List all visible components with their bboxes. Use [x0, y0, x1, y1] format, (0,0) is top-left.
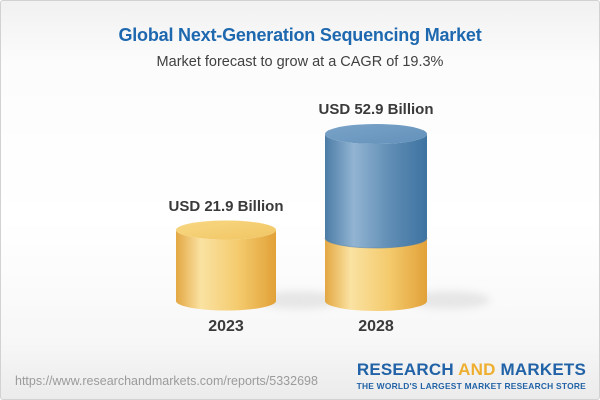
bar-2028-growth-segment — [325, 134, 427, 248]
logo-word-research: RESEARCH — [356, 360, 454, 380]
bar-2028-cylinder — [324, 124, 428, 311]
bar-2023-body — [176, 230, 276, 311]
chart-subtitle: Market forecast to grow at a CAGR of 19.… — [156, 54, 444, 70]
axis-label-2023: 2023 — [208, 318, 244, 335]
axis-label-2028: 2028 — [358, 318, 394, 335]
bar-2028-base-segment — [325, 238, 427, 311]
bar-2028-top — [325, 124, 427, 144]
bar-2023-cylinder — [176, 220, 276, 311]
bar-2028-segment-edge — [324, 237, 428, 249]
logo-word-and: AND — [458, 360, 496, 380]
logo-word-markets: MARKETS — [500, 360, 586, 380]
shadow-2028 — [410, 291, 490, 309]
value-label-2028: USD 52.9 Billion — [318, 101, 434, 118]
chart-title: Global Next-Generation Sequencing Market — [118, 25, 482, 45]
research-and-markets-logo: RESEARCH AND MARKETS THE WORLD'S LARGEST… — [356, 360, 586, 391]
logo-wordmark: RESEARCH AND MARKETS — [356, 360, 586, 380]
report-url-text: https://www.researchandmarkets.com/repor… — [15, 374, 318, 388]
shadow-2023 — [259, 291, 339, 309]
bar-2023-top — [176, 220, 276, 240]
logo-tagline: THE WORLD'S LARGEST MARKET RESEARCH STOR… — [356, 380, 586, 391]
value-label-2023: USD 21.9 Billion — [168, 198, 284, 215]
